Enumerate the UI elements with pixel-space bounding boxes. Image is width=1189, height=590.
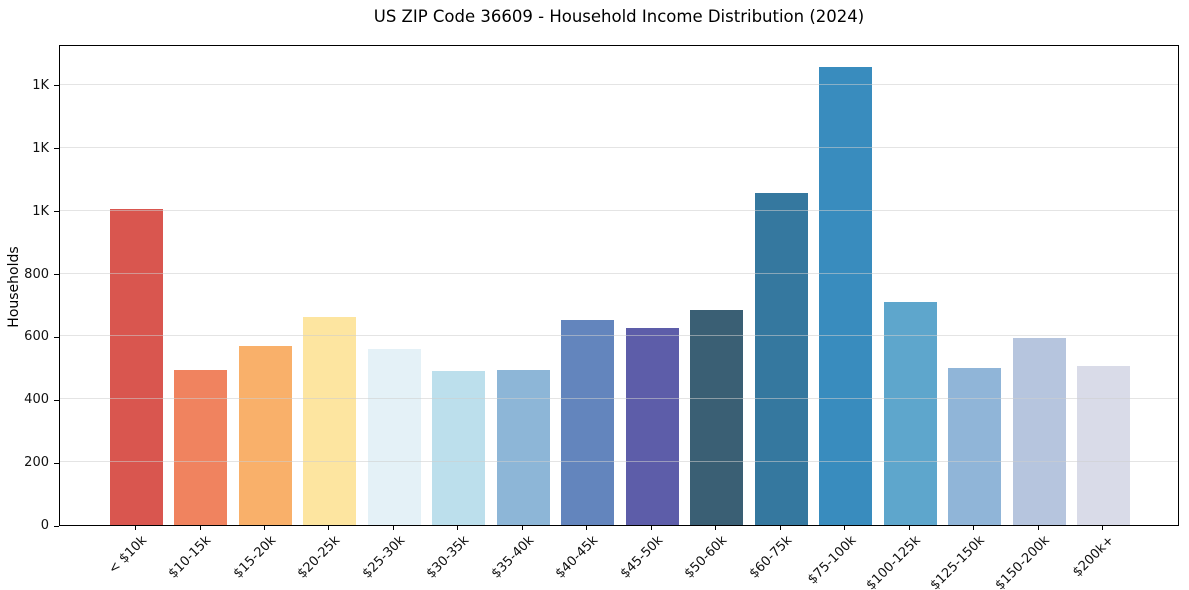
x-tick-mark: [199, 526, 201, 530]
x-tick-mark: [586, 526, 588, 530]
x-tick-label: $40-45k: [552, 533, 602, 582]
y-axis-label: Households: [6, 246, 22, 328]
x-tick-mark: [779, 526, 781, 530]
x-tick-mark: [1037, 526, 1039, 530]
x-tick-mark: [715, 526, 717, 530]
plot-area: [59, 45, 1179, 526]
x-tick-mark: [135, 526, 136, 530]
bar: [1077, 365, 1130, 525]
x-tick-label: $100-125k: [863, 533, 924, 590]
x-tick-mark: [973, 526, 975, 530]
bar: [819, 67, 873, 525]
bar: [496, 370, 550, 525]
x-tick-mark: [844, 526, 846, 530]
x-tick-label: $60-75k: [746, 533, 795, 582]
bar: [625, 328, 679, 525]
bar: [303, 317, 357, 525]
x-tick-mark: [457, 526, 459, 530]
x-tick-label: $20-25k: [295, 533, 344, 582]
bar: [1012, 337, 1066, 525]
x-tick-label: $15-20k: [230, 533, 279, 582]
y-tick-label: 400: [24, 392, 49, 408]
x-tick-label: $150-200k: [992, 533, 1053, 590]
bar: [948, 368, 1002, 525]
chart-title: US ZIP Code 36609 - Household Income Dis…: [373, 7, 865, 26]
x-tick-label: $45-50k: [617, 533, 666, 582]
bar: [883, 301, 937, 525]
bar: [174, 369, 228, 525]
x-tick-label: < $10k: [106, 533, 151, 578]
bar: [110, 208, 163, 525]
bar-layer: [60, 46, 1178, 525]
bar: [367, 348, 421, 525]
bar: [690, 310, 744, 525]
x-tick-mark: [263, 526, 265, 530]
bar: [432, 371, 486, 525]
x-tick-label: $25-30k: [359, 533, 408, 582]
y-tick-label: 1K: [32, 203, 49, 219]
bar: [561, 320, 615, 525]
x-tick-mark: [908, 526, 910, 530]
y-tick-label: 200: [24, 455, 49, 471]
x-tick-label: $35-40k: [488, 533, 537, 582]
bar: [238, 346, 292, 525]
x-tick-mark: [328, 526, 330, 530]
x-tick-mark: [392, 526, 394, 530]
x-tick-mark: [1102, 526, 1103, 530]
y-tick-label: 1K: [32, 77, 49, 93]
bar: [754, 193, 808, 525]
x-tick-label: $30-35k: [423, 533, 473, 582]
y-tick-label: 0: [40, 518, 49, 533]
x-tick-label: $200k+: [1070, 533, 1118, 581]
y-tick-label: 1K: [32, 140, 49, 156]
x-tick-label: $10-15k: [166, 533, 215, 582]
x-tick-label: $125-150k: [928, 533, 989, 590]
x-tick-mark: [650, 526, 652, 530]
x-tick-mark: [521, 526, 523, 530]
x-tick-label: $75-100k: [804, 533, 860, 588]
x-tick-label: $50-60k: [681, 533, 731, 582]
